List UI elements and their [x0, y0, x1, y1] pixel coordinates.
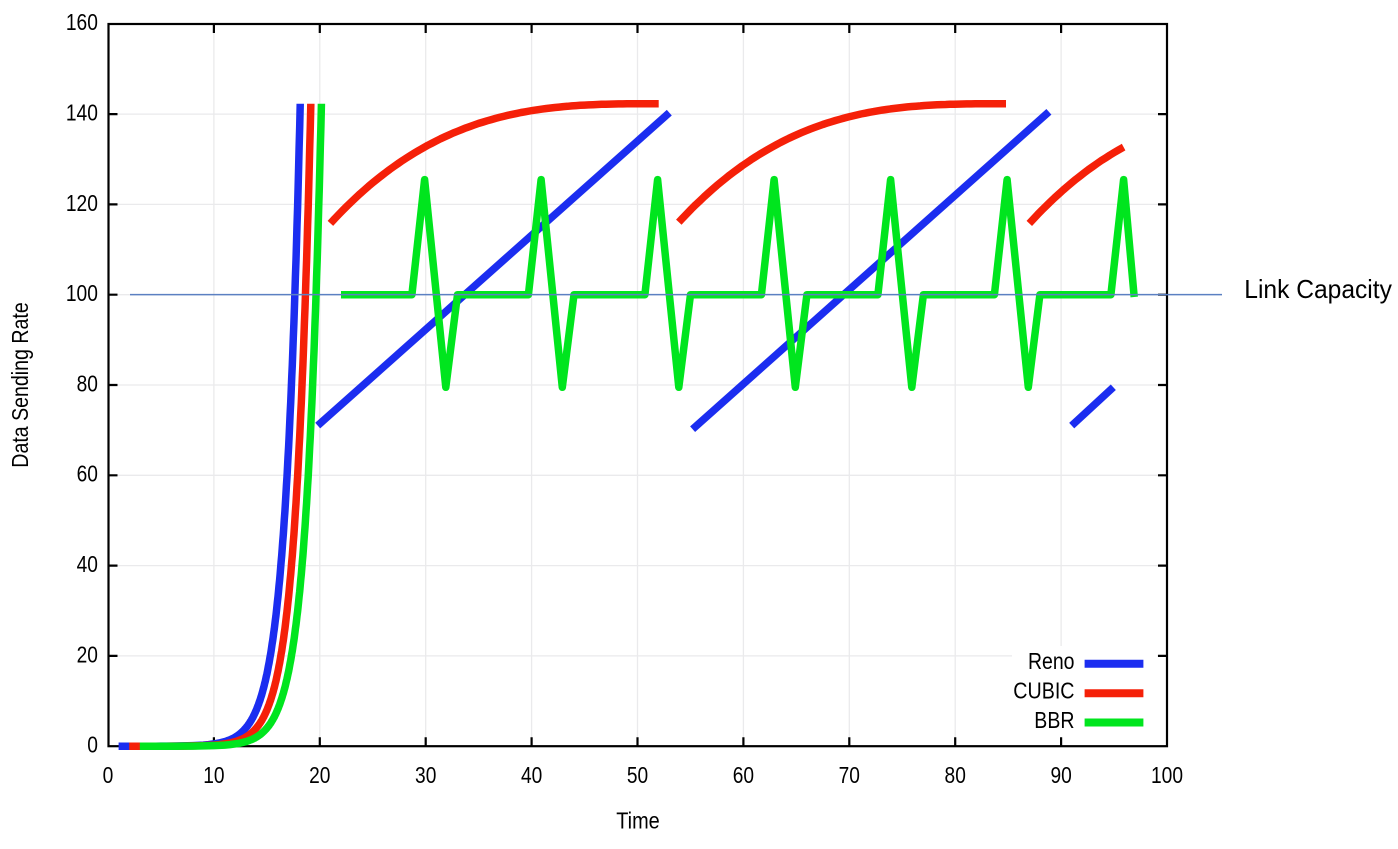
svg-text:50: 50 [627, 762, 648, 788]
svg-text:40: 40 [521, 762, 542, 788]
svg-text:40: 40 [77, 551, 98, 577]
svg-text:80: 80 [945, 762, 966, 788]
svg-text:CUBIC: CUBIC [1013, 678, 1074, 704]
svg-text:60: 60 [733, 762, 754, 788]
svg-text:20: 20 [77, 641, 98, 667]
svg-text:Reno: Reno [1028, 648, 1075, 674]
svg-text:Link Capacity: Link Capacity [1244, 274, 1392, 304]
svg-text:30: 30 [415, 762, 436, 788]
svg-text:70: 70 [839, 762, 860, 788]
svg-text:80: 80 [77, 370, 98, 396]
svg-text:120: 120 [66, 190, 98, 216]
svg-text:Time: Time [616, 808, 660, 834]
svg-text:10: 10 [203, 762, 224, 788]
svg-text:160: 160 [66, 9, 98, 35]
svg-text:0: 0 [103, 762, 114, 788]
svg-text:0: 0 [87, 732, 98, 758]
svg-text:100: 100 [1151, 762, 1183, 788]
svg-text:Data Sending Rate: Data Sending Rate [7, 302, 33, 467]
svg-text:BBR: BBR [1034, 707, 1074, 733]
svg-text:100: 100 [66, 280, 98, 306]
svg-text:90: 90 [1050, 762, 1071, 788]
svg-text:60: 60 [77, 461, 98, 487]
svg-text:140: 140 [66, 100, 98, 126]
svg-text:20: 20 [309, 762, 330, 788]
